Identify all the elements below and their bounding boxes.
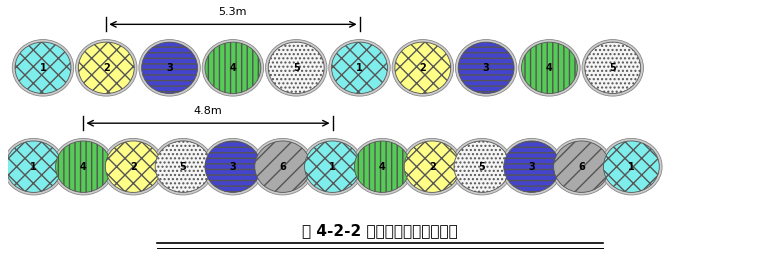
Text: 3: 3 [230,162,236,172]
Ellipse shape [52,138,114,195]
Ellipse shape [331,42,388,93]
Ellipse shape [585,42,641,93]
Ellipse shape [521,42,578,93]
Text: 1: 1 [628,162,635,172]
Text: 4: 4 [230,63,236,73]
Ellipse shape [519,39,580,96]
Ellipse shape [582,39,644,96]
Ellipse shape [155,141,211,192]
Ellipse shape [553,141,610,192]
Ellipse shape [103,138,164,195]
Ellipse shape [352,138,413,195]
Ellipse shape [329,39,390,96]
Text: 1: 1 [329,162,336,172]
Text: 4.8m: 4.8m [194,106,223,116]
Text: 5.3m: 5.3m [219,8,247,18]
Text: 2: 2 [103,63,109,73]
Text: 4: 4 [379,162,386,172]
Ellipse shape [603,141,659,192]
Ellipse shape [404,141,460,192]
Ellipse shape [139,39,201,96]
Ellipse shape [78,42,135,93]
Ellipse shape [202,138,264,195]
Text: 1: 1 [356,63,363,73]
Ellipse shape [392,39,454,96]
Ellipse shape [255,141,311,192]
Text: 2: 2 [420,63,426,73]
Ellipse shape [205,141,261,192]
Text: 图 4-2-2 挖孔桩施工顺序示意图: 图 4-2-2 挖孔桩施工顺序示意图 [302,223,458,238]
Ellipse shape [305,141,360,192]
Ellipse shape [458,42,514,93]
Ellipse shape [12,39,74,96]
Ellipse shape [265,39,327,96]
Text: 3: 3 [528,162,535,172]
Ellipse shape [252,138,313,195]
Ellipse shape [268,42,325,93]
Text: 3: 3 [483,63,489,73]
Ellipse shape [451,138,513,195]
Ellipse shape [141,42,198,93]
Ellipse shape [75,39,137,96]
Text: 4: 4 [80,162,87,172]
Text: 6: 6 [578,162,585,172]
Text: 2: 2 [130,162,137,172]
Ellipse shape [395,42,451,93]
Text: 1: 1 [30,162,37,172]
Ellipse shape [106,141,161,192]
Text: 5: 5 [479,162,486,172]
Ellipse shape [202,39,264,96]
Text: 4: 4 [546,63,553,73]
Text: 5: 5 [179,162,186,172]
Text: 6: 6 [280,162,286,172]
Ellipse shape [205,42,261,93]
Ellipse shape [55,141,112,192]
Ellipse shape [551,138,613,195]
Ellipse shape [152,138,214,195]
Text: 5: 5 [610,63,616,73]
Ellipse shape [504,141,559,192]
Text: 1: 1 [40,63,46,73]
Ellipse shape [600,138,662,195]
Text: 2: 2 [429,162,435,172]
Ellipse shape [3,138,65,195]
Ellipse shape [401,138,463,195]
Ellipse shape [6,141,62,192]
Ellipse shape [15,42,71,93]
Ellipse shape [302,138,363,195]
Text: 3: 3 [166,63,173,73]
Ellipse shape [501,138,562,195]
Text: 5: 5 [293,63,299,73]
Ellipse shape [454,141,510,192]
Ellipse shape [354,141,410,192]
Ellipse shape [455,39,517,96]
